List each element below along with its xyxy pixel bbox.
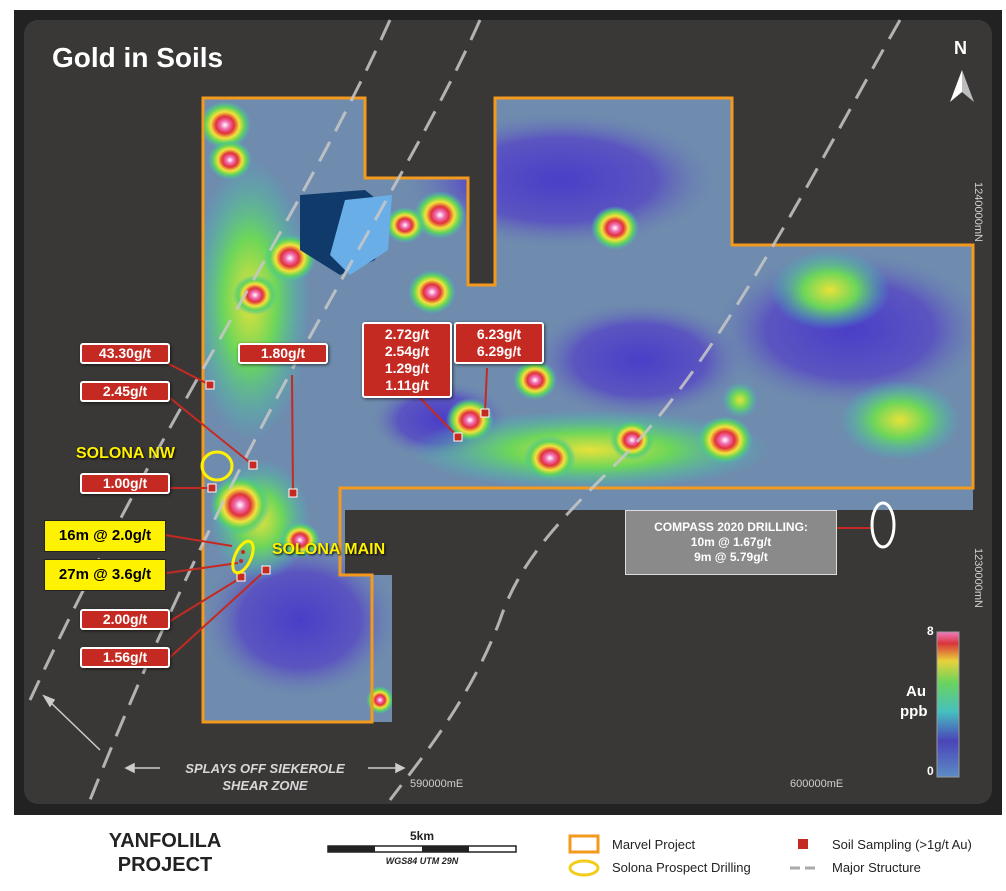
grid-easting-1: 590000mE [410, 778, 464, 790]
sample-callout: 2.00g/t [80, 609, 170, 630]
legend-structure-label: Major Structure [832, 860, 921, 875]
solona-nw-ellipse [200, 450, 234, 482]
compass-drilling-box: COMPASS 2020 DRILLING: 10m @ 1.67g/t 9m … [625, 510, 837, 575]
callout-leaders [164, 362, 872, 661]
drill-label: 27m @ 3.6g/t [44, 559, 166, 591]
project-name: YANFOLILA PROJECT [108, 830, 222, 876]
sample-callout: 2.45g/t [80, 381, 170, 402]
scale-label: 5km [409, 829, 435, 843]
drill-label: 16m @ 2.0g/t [44, 520, 166, 552]
sample-callout: 6.23g/t 6.29g/t [454, 322, 544, 364]
structure-label: SPLAYS OFF SIEKEROLE SHEAR ZONE [185, 761, 345, 793]
legend-marvel-swatch [568, 834, 600, 854]
grid-northing-2: 1230000mN [972, 548, 984, 608]
legend-solona-swatch [568, 859, 600, 877]
projection-label: WGS84 UTM 29N [385, 856, 459, 866]
north-arrow-icon [950, 70, 974, 102]
legend-soil-swatch [798, 839, 808, 849]
colorbar-min: 0 [927, 764, 934, 778]
soil-samples [205, 380, 490, 582]
colorbar-max: 8 [927, 624, 934, 638]
colorbar-unit-ppb: ppb [900, 703, 928, 720]
sample-callout: 1.56g/t [80, 647, 170, 668]
prospect-label-solona-nw: SOLONA NW [76, 445, 175, 462]
au-colorbar [936, 631, 960, 778]
structure-arrows [42, 694, 406, 774]
solona-main-ellipse [231, 539, 255, 575]
map-title: Gold in Soils [52, 42, 224, 73]
sample-callout: 1.00g/t [80, 473, 170, 494]
colorbar-unit-au: Au [906, 683, 926, 700]
marvel-project-outline [201, 96, 975, 724]
major-structures [28, 19, 902, 801]
soil-raster [203, 98, 973, 722]
grid-easting-2: 600000mE [790, 778, 844, 790]
sample-callout: 2.72g/t 2.54g/t 1.29g/t 1.11g/t [362, 322, 452, 398]
legend-soil-label: Soil Sampling (>1g/t Au) [832, 837, 972, 852]
scale-bar [327, 845, 517, 853]
legend-solona-label: Solona Prospect Drilling [612, 860, 751, 875]
legend-marvel-label: Marvel Project [612, 837, 696, 852]
sample-callout: 43.30g/t [80, 343, 170, 364]
sample-callout: 1.80g/t [238, 343, 328, 364]
north-label: N [954, 38, 967, 58]
prospect-label-solona-main: SOLONA MAIN [272, 541, 386, 558]
grid-northing-1: 1240000mN [972, 182, 984, 242]
compass-drilling-ellipse [870, 501, 896, 549]
